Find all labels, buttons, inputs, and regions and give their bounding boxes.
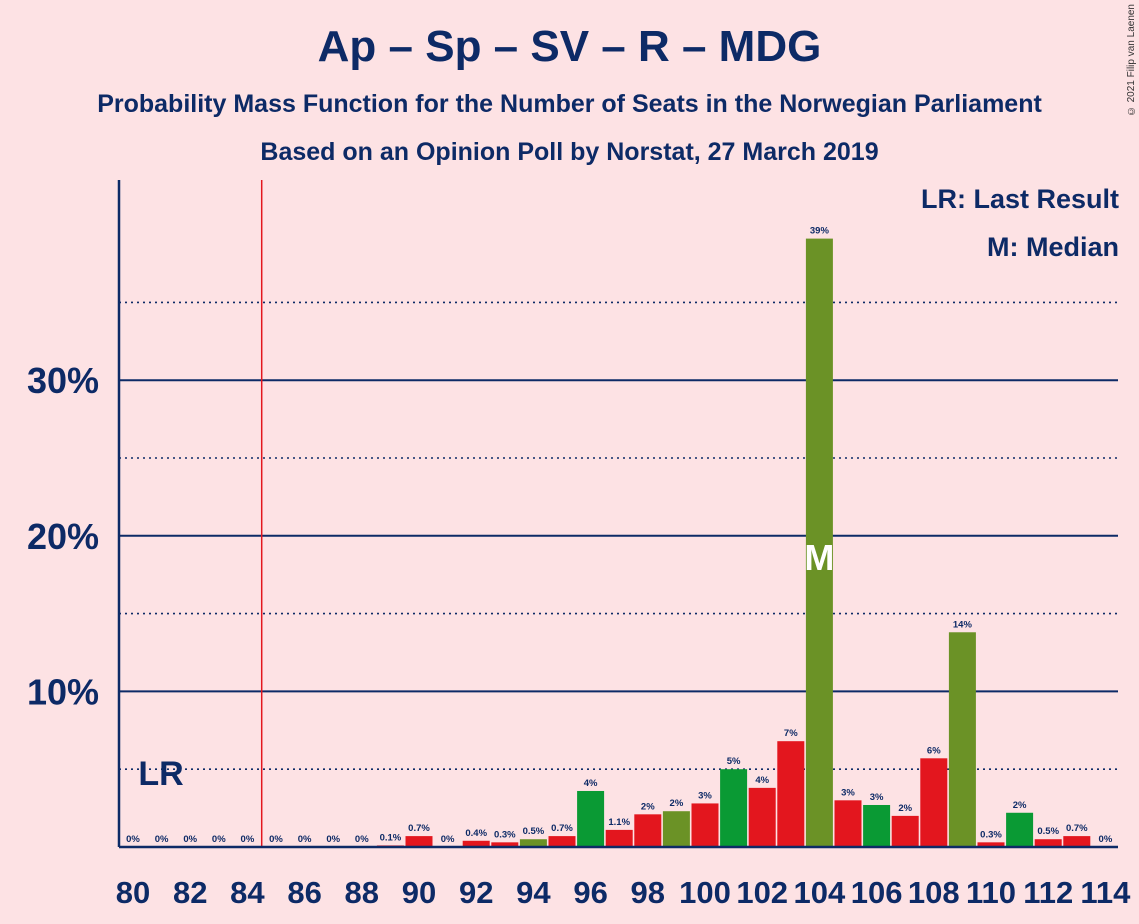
bar-value-label: 0% <box>241 834 255 845</box>
bar-value-label: 1.1% <box>608 817 630 828</box>
x-tick-label: 114 <box>1080 875 1131 910</box>
bar <box>1006 812 1034 847</box>
last-result-marker: LR <box>138 755 183 793</box>
bar-value-label: 6% <box>927 745 941 756</box>
bar <box>605 829 633 847</box>
x-tick-label: 106 <box>851 875 903 910</box>
bar-value-label: 0% <box>1099 834 1113 845</box>
chart-title: Ap – Sp – SV – R – MDG <box>317 22 822 71</box>
y-tick-label: 20% <box>27 516 99 557</box>
bar-value-label: 0% <box>269 834 283 845</box>
x-tick-label: 90 <box>402 875 436 910</box>
bar-value-label: 3% <box>698 790 712 801</box>
bar <box>577 790 605 847</box>
bar-value-label: 2% <box>641 801 655 812</box>
bar-value-label: 0.1% <box>380 832 402 843</box>
median-marker: M <box>804 537 834 578</box>
bar-value-label: 0.4% <box>465 828 487 839</box>
bar-value-label: 0% <box>183 834 197 845</box>
bar-value-label: 0.7% <box>1066 823 1088 834</box>
x-tick-label: 96 <box>573 875 607 910</box>
bar <box>863 804 891 847</box>
bar-value-label: 0% <box>212 834 226 845</box>
bar-value-label: 3% <box>841 787 855 798</box>
bar <box>748 787 776 847</box>
bar <box>1034 839 1062 847</box>
x-tick-label: 102 <box>736 875 788 910</box>
bar <box>519 839 547 847</box>
y-tick-label: 10% <box>27 671 99 712</box>
bar-value-label: 4% <box>755 775 769 786</box>
bar <box>891 815 919 847</box>
x-tick-label: 84 <box>230 875 265 910</box>
bar <box>662 811 690 847</box>
bar-value-label: 0.5% <box>1037 826 1059 837</box>
bar-value-label: 5% <box>727 756 741 767</box>
bar <box>548 836 576 847</box>
bar <box>634 814 662 847</box>
bar-value-label: 0.5% <box>523 826 545 837</box>
bar <box>1063 836 1091 847</box>
bar-value-label: 0.7% <box>551 823 573 834</box>
bar-value-label: 14% <box>953 619 973 630</box>
x-tick-label: 92 <box>459 875 493 910</box>
x-tick-label: 110 <box>966 875 1016 910</box>
legend-median: M: Median <box>987 232 1119 262</box>
bar-value-label: 0% <box>355 834 369 845</box>
bar-value-label: 0.3% <box>980 829 1002 840</box>
bar <box>834 800 862 847</box>
chart-subtitle: Probability Mass Function for the Number… <box>97 90 1042 118</box>
bar <box>977 842 1005 847</box>
x-tick-label: 94 <box>516 875 551 910</box>
bar-value-label: 0% <box>298 834 312 845</box>
bar <box>491 842 519 847</box>
bar-value-label: 2% <box>670 798 684 809</box>
bar <box>805 238 833 847</box>
bar <box>405 836 433 847</box>
bar-value-label: 7% <box>784 728 798 739</box>
bar <box>462 840 490 847</box>
y-tick-label: 30% <box>27 360 99 401</box>
bar-value-label: 0% <box>326 834 340 845</box>
legend-last-result: LR: Last Result <box>920 184 1119 214</box>
bar-value-label: 2% <box>1013 800 1027 811</box>
bar-value-label: 4% <box>584 778 598 789</box>
x-tick-label: 112 <box>1023 875 1073 910</box>
bar-value-label: 2% <box>898 803 912 814</box>
x-tick-label: 88 <box>345 875 379 910</box>
bar <box>720 769 748 847</box>
bar-value-label: 0% <box>126 834 140 845</box>
x-tick-label: 98 <box>631 875 665 910</box>
bar-value-label: 0% <box>441 834 455 845</box>
bar-value-label: 3% <box>870 792 884 803</box>
x-tick-label: 100 <box>679 875 731 910</box>
bar-value-label: 0% <box>155 834 169 845</box>
x-tick-label: 86 <box>287 875 321 910</box>
bar <box>948 632 976 847</box>
bar-value-label: 39% <box>810 226 830 237</box>
x-tick-label: 80 <box>116 875 150 910</box>
bar <box>777 741 805 847</box>
x-tick-label: 104 <box>794 875 846 910</box>
bar <box>691 803 719 847</box>
bar-value-label: 0.3% <box>494 829 516 840</box>
x-tick-label: 108 <box>908 875 960 910</box>
bar-value-label: 0.7% <box>408 823 430 834</box>
x-tick-label: 82 <box>173 875 207 910</box>
chart-subtitle-poll: Based on an Opinion Poll by Norstat, 27 … <box>260 138 879 166</box>
bar <box>920 758 948 847</box>
